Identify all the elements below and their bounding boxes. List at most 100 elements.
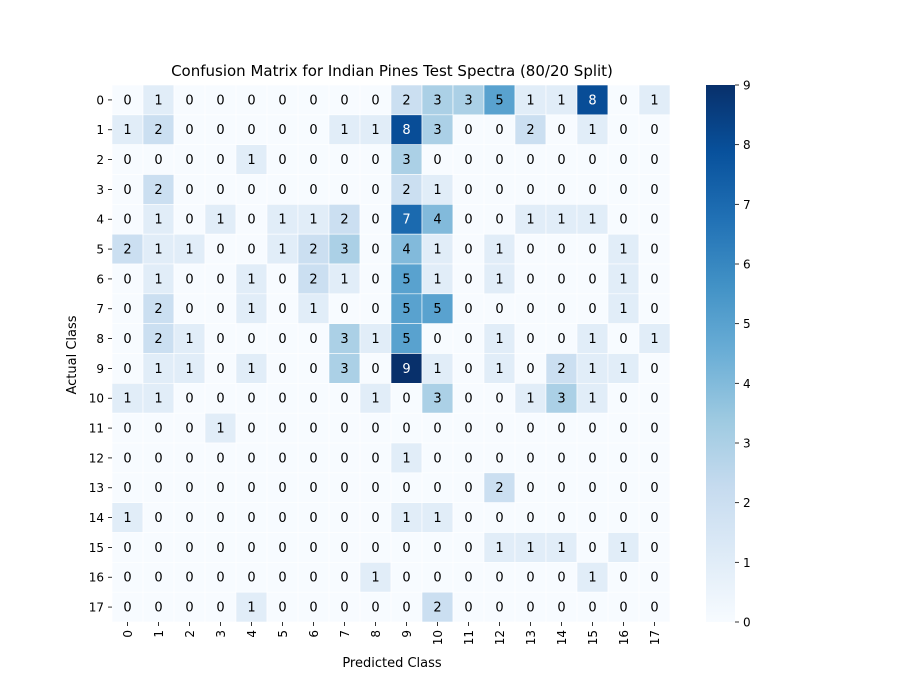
- cell-value-label: 0: [309, 123, 317, 138]
- cell-value-label: 0: [526, 451, 534, 466]
- cell-value-label: 1: [402, 511, 410, 526]
- cell-value-label: 1: [588, 392, 596, 407]
- x-tick-label: 5: [276, 630, 290, 638]
- cell-value-label: 0: [619, 183, 627, 198]
- cell-value-label: 0: [557, 332, 565, 347]
- heatmap-cell: [142, 442, 175, 474]
- cell-value-label: 0: [371, 481, 379, 496]
- cell-value-label: 7: [402, 213, 410, 228]
- chart-title: Confusion Matrix for Indian Pines Test S…: [171, 62, 613, 80]
- cell-value-label: 1: [185, 243, 193, 258]
- cell-value-label: 0: [371, 213, 379, 228]
- cell-value-label: 1: [123, 123, 131, 138]
- cell-value-label: 0: [340, 422, 348, 437]
- cell-value-label: 4: [402, 243, 410, 258]
- cell-value-label: 0: [278, 362, 286, 377]
- cell-value-label: 0: [557, 511, 565, 526]
- cell-value-label: 0: [619, 213, 627, 228]
- cell-value-label: 1: [526, 541, 534, 556]
- cell-value-label: 0: [216, 601, 224, 616]
- cell-value-label: 0: [433, 332, 441, 347]
- cell-value-label: 0: [464, 451, 472, 466]
- cell-value-label: 1: [371, 123, 379, 138]
- cell-value-label: 0: [526, 601, 534, 616]
- cell-value-label: 0: [619, 571, 627, 586]
- cell-value-label: 0: [371, 362, 379, 377]
- heatmap-cell: [111, 114, 144, 145]
- cell-value-label: 1: [247, 302, 255, 317]
- cell-value-label: 0: [588, 541, 596, 556]
- y-tick-label: 17: [89, 601, 104, 615]
- heatmap-cell: [235, 174, 268, 205]
- heatmap-cell: [297, 144, 330, 175]
- cell-value-label: 0: [650, 272, 658, 287]
- heatmap-cell: [111, 174, 144, 205]
- cell-value-label: 0: [650, 123, 658, 138]
- heatmap-cell: [483, 204, 516, 235]
- cell-value-label: 0: [650, 511, 658, 526]
- heatmap-cell: [142, 114, 175, 145]
- cell-value-label: 1: [185, 332, 193, 347]
- heatmap-cell: [452, 84, 485, 116]
- cell-value-label: 0: [340, 451, 348, 466]
- heatmap-cell: [328, 84, 361, 116]
- heatmap-cell: [359, 591, 392, 623]
- cell-value-label: 0: [123, 481, 131, 496]
- heatmap-cell: [328, 293, 361, 324]
- heatmap-cell: [328, 233, 361, 265]
- heatmap-cell: [142, 323, 175, 354]
- cell-value-label: 0: [216, 93, 224, 108]
- cell-value-label: 1: [557, 541, 565, 556]
- cell-value-label: 0: [371, 302, 379, 317]
- cell-value-label: 0: [247, 481, 255, 496]
- cell-value-label: 0: [216, 481, 224, 496]
- x-axis-label: Predicted Class: [342, 656, 442, 671]
- cell-value-label: 8: [588, 93, 596, 108]
- heatmap-cell: [421, 442, 454, 474]
- heatmap-cell: [576, 263, 609, 295]
- cell-value-label: 1: [588, 332, 596, 347]
- cell-value-label: 0: [340, 571, 348, 586]
- cell-value-label: 0: [464, 511, 472, 526]
- cell-value-label: 0: [309, 601, 317, 616]
- heatmap-cell: [297, 383, 330, 414]
- cell-value-label: 0: [247, 93, 255, 108]
- cell-value-label: 0: [371, 272, 379, 287]
- cell-value-label: 0: [309, 571, 317, 586]
- cell-value-label: 2: [154, 332, 162, 347]
- heatmap-cell: [421, 472, 454, 503]
- cell-value-label: 0: [216, 332, 224, 347]
- cell-value-label: 0: [216, 362, 224, 377]
- x-tick-label: 12: [493, 630, 507, 645]
- cell-value-label: 1: [588, 213, 596, 228]
- cell-value-label: 0: [154, 511, 162, 526]
- colorbar-ticks: 0 1 2 3 4 5 6 7 8 9: [735, 79, 751, 630]
- cell-value-label: 0: [526, 362, 534, 377]
- cell-value-label: 3: [340, 243, 348, 258]
- heatmap-cell: [359, 442, 392, 474]
- cell-value-label: 0: [123, 183, 131, 198]
- heatmap-cell: [235, 204, 268, 235]
- heatmap-cell: [390, 263, 423, 295]
- y-tick-label: 6: [96, 272, 104, 286]
- heatmap-cell: [359, 412, 392, 444]
- cell-value-label: 0: [216, 302, 224, 317]
- cell-value-label: 1: [650, 93, 658, 108]
- colorbar-tick-label: 6: [743, 258, 751, 272]
- heatmap-cell: [514, 412, 547, 444]
- cell-value-label: 0: [495, 302, 503, 317]
- heatmap-cell: [421, 532, 454, 563]
- cell-value-label: 0: [123, 213, 131, 228]
- x-tick-label: 1: [152, 630, 166, 638]
- cell-value-label: 1: [557, 93, 565, 108]
- heatmap-cell: [514, 353, 547, 384]
- heatmap-cell: [328, 591, 361, 623]
- cell-value-label: 0: [464, 183, 472, 198]
- heatmap-cell: [483, 233, 516, 265]
- colorbar-tick-label: 8: [743, 138, 751, 152]
- heatmap-cell: [297, 323, 330, 354]
- heatmap-cell: [297, 174, 330, 205]
- cell-value-label: 0: [495, 571, 503, 586]
- cell-value-label: 0: [557, 183, 565, 198]
- cell-value-label: 0: [557, 272, 565, 287]
